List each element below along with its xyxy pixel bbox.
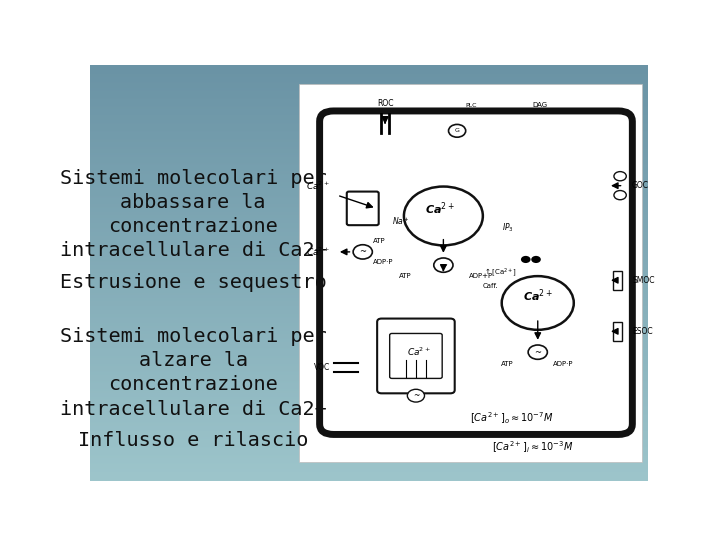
FancyBboxPatch shape [347, 192, 379, 225]
Text: G: G [454, 129, 459, 133]
Text: IP$_3$: IP$_3$ [502, 221, 513, 233]
Text: Ca$^{2+}$: Ca$^{2+}$ [408, 346, 431, 359]
FancyBboxPatch shape [300, 84, 642, 462]
FancyBboxPatch shape [613, 271, 622, 290]
Text: $[Ca^{2+}]_i \approx 10^{-3}M$: $[Ca^{2+}]_i \approx 10^{-3}M$ [492, 439, 573, 455]
Circle shape [614, 172, 626, 181]
Text: PLC: PLC [465, 103, 477, 108]
Text: Estrusione e sequestro: Estrusione e sequestro [60, 273, 327, 292]
FancyBboxPatch shape [377, 319, 455, 393]
Text: Sistemi molecolari per
abbassare la
concentrazione
intracellulare di Ca2+: Sistemi molecolari per abbassare la conc… [60, 168, 327, 260]
Circle shape [528, 345, 547, 359]
Text: DAG: DAG [533, 102, 548, 108]
Circle shape [353, 245, 372, 259]
Text: VOC: VOC [314, 363, 330, 372]
Text: ATP: ATP [500, 361, 513, 367]
Text: Sistemi molecolari per
alzare la
concentrazione
intracellulare di Ca2+: Sistemi molecolari per alzare la concent… [60, 327, 327, 418]
Text: ESOC: ESOC [632, 327, 653, 336]
Circle shape [614, 191, 626, 200]
FancyBboxPatch shape [390, 334, 442, 379]
Text: GOC: GOC [632, 181, 649, 190]
Circle shape [408, 389, 425, 402]
Circle shape [433, 258, 453, 272]
Text: Ca$^{2+}$: Ca$^{2+}$ [523, 287, 553, 303]
Text: ~: ~ [534, 348, 541, 356]
Circle shape [404, 186, 483, 245]
Text: Influsso e rilascio: Influsso e rilascio [78, 431, 308, 450]
Circle shape [531, 256, 541, 263]
Text: ATP: ATP [373, 238, 386, 244]
Text: ATP: ATP [400, 273, 412, 280]
Text: $[Ca^{2+}]_o \approx 10^{-7}M$: $[Ca^{2+}]_o \approx 10^{-7}M$ [470, 410, 554, 426]
Text: Ca$^{2+}$: Ca$^{2+}$ [425, 200, 455, 217]
Text: ROC: ROC [377, 99, 393, 108]
Text: $\uparrow$[Ca$^{2+}$]: $\uparrow$[Ca$^{2+}$] [483, 266, 517, 279]
Text: Ca$^{2+}$: Ca$^{2+}$ [306, 246, 330, 258]
Text: SMOC: SMOC [632, 276, 654, 285]
Circle shape [521, 256, 531, 263]
Circle shape [449, 124, 466, 137]
Text: Na$^+$: Na$^+$ [392, 216, 410, 227]
Text: Ca$^{2+}$: Ca$^{2+}$ [306, 179, 330, 192]
Text: ADP+P: ADP+P [469, 273, 493, 280]
Text: ~: ~ [440, 261, 447, 269]
Circle shape [502, 276, 574, 330]
Text: ADP·P: ADP·P [373, 259, 394, 265]
FancyBboxPatch shape [613, 322, 622, 341]
Text: ADP·P: ADP·P [553, 361, 574, 367]
Text: ~: ~ [359, 247, 366, 256]
Text: ~: ~ [413, 391, 419, 400]
Text: Caff.: Caff. [483, 283, 498, 289]
